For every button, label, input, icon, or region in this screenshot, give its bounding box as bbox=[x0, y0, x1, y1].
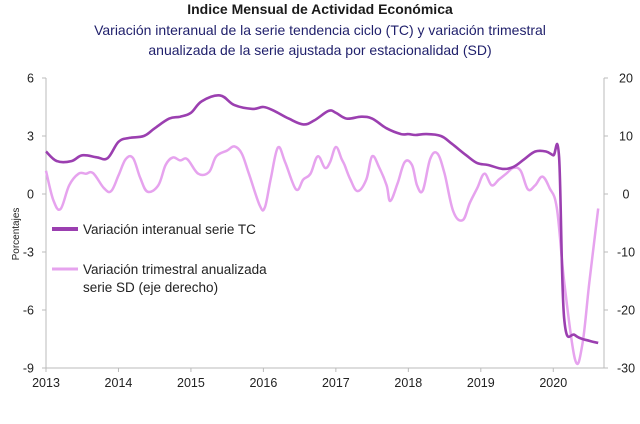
legend-label-sd-line1: Variación trimestral anualizada bbox=[83, 262, 267, 277]
y-left-tick-label: -9 bbox=[23, 362, 34, 376]
plot-frame bbox=[45, 78, 605, 369]
legend: Variación interanual serie TC Variación … bbox=[52, 222, 267, 295]
x-tick-label: 2019 bbox=[467, 376, 495, 390]
x-tick-label: 2020 bbox=[539, 376, 567, 390]
legend-label-tc: Variación interanual serie TC bbox=[83, 222, 256, 237]
y-right-tick-label: 20 bbox=[619, 72, 633, 86]
y-left-axis-ticks: 6 3 0 -3 -6 -9 bbox=[23, 72, 46, 376]
series-line-sd bbox=[44, 145, 600, 366]
y-right-axis-ticks: 20 10 0 -10 -20 -30 bbox=[604, 72, 635, 376]
y-left-tick-label: 3 bbox=[27, 130, 34, 144]
x-tick-label: 2018 bbox=[394, 376, 422, 390]
x-tick-label: 2013 bbox=[32, 376, 60, 390]
y-left-tick-label: -6 bbox=[23, 304, 34, 318]
y-right-tick-label: -30 bbox=[617, 362, 635, 376]
series-line-tc bbox=[45, 94, 599, 345]
y-right-tick-label: -10 bbox=[617, 246, 635, 260]
y-right-tick-label: -20 bbox=[617, 304, 635, 318]
legend-label-sd-line2: serie SD (eje derecho) bbox=[83, 280, 218, 295]
y-right-tick-label: 10 bbox=[619, 130, 633, 144]
chart-subtitle-line2: anualizada de la serie ajustada por esta… bbox=[148, 42, 492, 58]
x-axis-ticks: 2013 2014 2015 2016 2017 2018 2019 2020 bbox=[32, 368, 567, 390]
chart-title: Indice Mensual de Actividad Económica bbox=[187, 1, 453, 17]
y-axis-label: Porcentajes bbox=[11, 208, 22, 261]
y-left-tick-label: -3 bbox=[23, 246, 34, 260]
x-tick-label: 2016 bbox=[249, 376, 277, 390]
x-tick-label: 2015 bbox=[177, 376, 205, 390]
y-right-tick-label: 0 bbox=[623, 188, 630, 202]
y-left-tick-label: 0 bbox=[27, 188, 34, 202]
x-tick-label: 2014 bbox=[105, 376, 133, 390]
x-tick-label: 2017 bbox=[322, 376, 350, 390]
y-left-tick-label: 6 bbox=[27, 72, 34, 86]
series-lines bbox=[44, 94, 600, 366]
chart-subtitle-line1: Variación interanual de la serie tendenc… bbox=[94, 22, 546, 38]
